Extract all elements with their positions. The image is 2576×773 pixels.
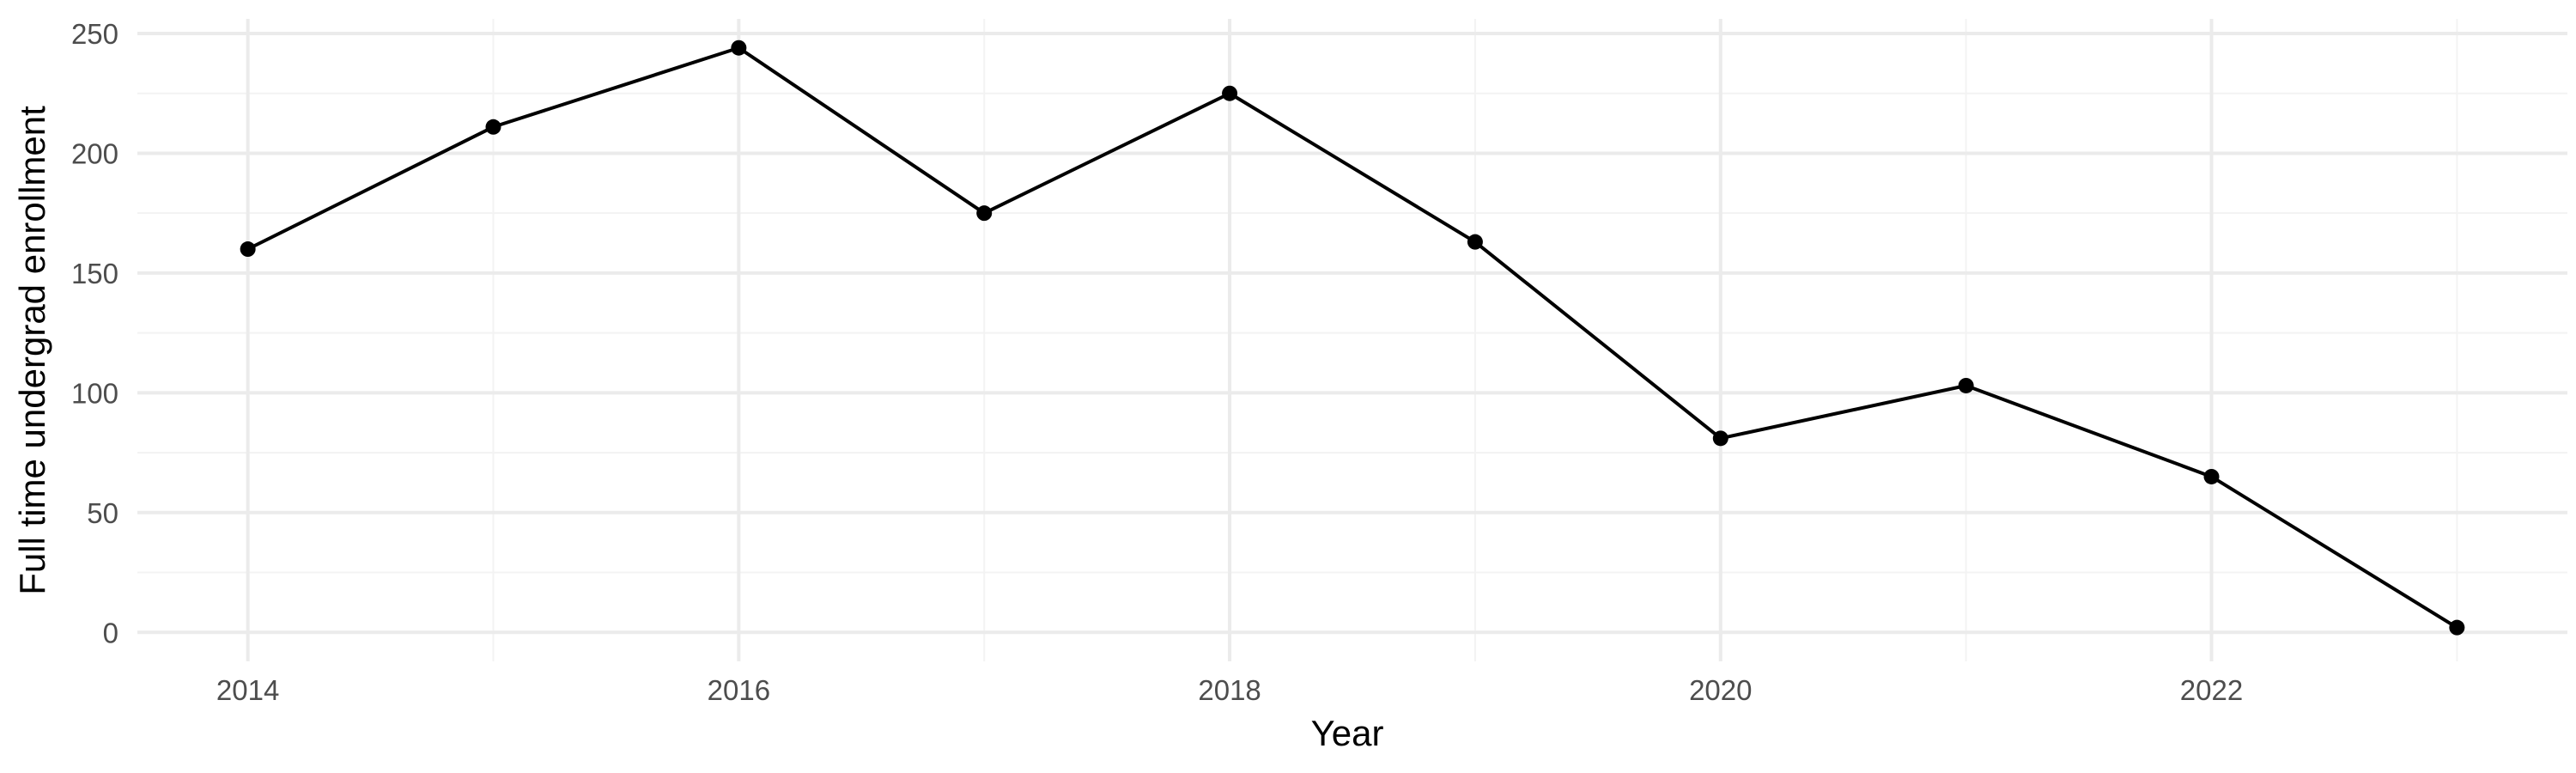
x-tick-label: 2020 — [1689, 674, 1752, 706]
x-axis-tick-labels: 2014 2016 2018 2020 2022 — [216, 674, 2243, 706]
data-point — [2449, 619, 2465, 636]
data-point — [1958, 377, 1974, 393]
data-point — [1222, 85, 1238, 101]
data-point — [731, 40, 747, 56]
y-tick-label: 0 — [103, 617, 118, 648]
data-point — [1712, 430, 1728, 447]
data-point — [1467, 234, 1483, 250]
series-group — [240, 40, 2465, 636]
y-tick-label: 200 — [71, 137, 118, 169]
data-point — [240, 241, 256, 258]
minor-gridlines — [137, 19, 2567, 661]
x-axis-title: Year — [1311, 713, 1384, 753]
y-axis-title: Full time undergrad enrollment — [12, 106, 52, 595]
x-tick-label: 2014 — [216, 674, 279, 706]
x-tick-label: 2018 — [1198, 674, 1261, 706]
y-tick-label: 50 — [87, 497, 118, 529]
major-gridlines — [137, 19, 2567, 661]
y-tick-label: 250 — [71, 18, 118, 50]
y-tick-label: 150 — [71, 258, 118, 289]
y-axis-tick-labels: 0 50 100 150 200 250 — [71, 18, 118, 648]
series-line — [246, 46, 2458, 630]
x-tick-label: 2022 — [2180, 674, 2243, 706]
y-tick-label: 100 — [71, 377, 118, 409]
x-tick-label: 2016 — [708, 674, 770, 706]
data-point — [976, 205, 993, 222]
data-point — [2203, 468, 2220, 484]
data-point — [485, 119, 501, 135]
